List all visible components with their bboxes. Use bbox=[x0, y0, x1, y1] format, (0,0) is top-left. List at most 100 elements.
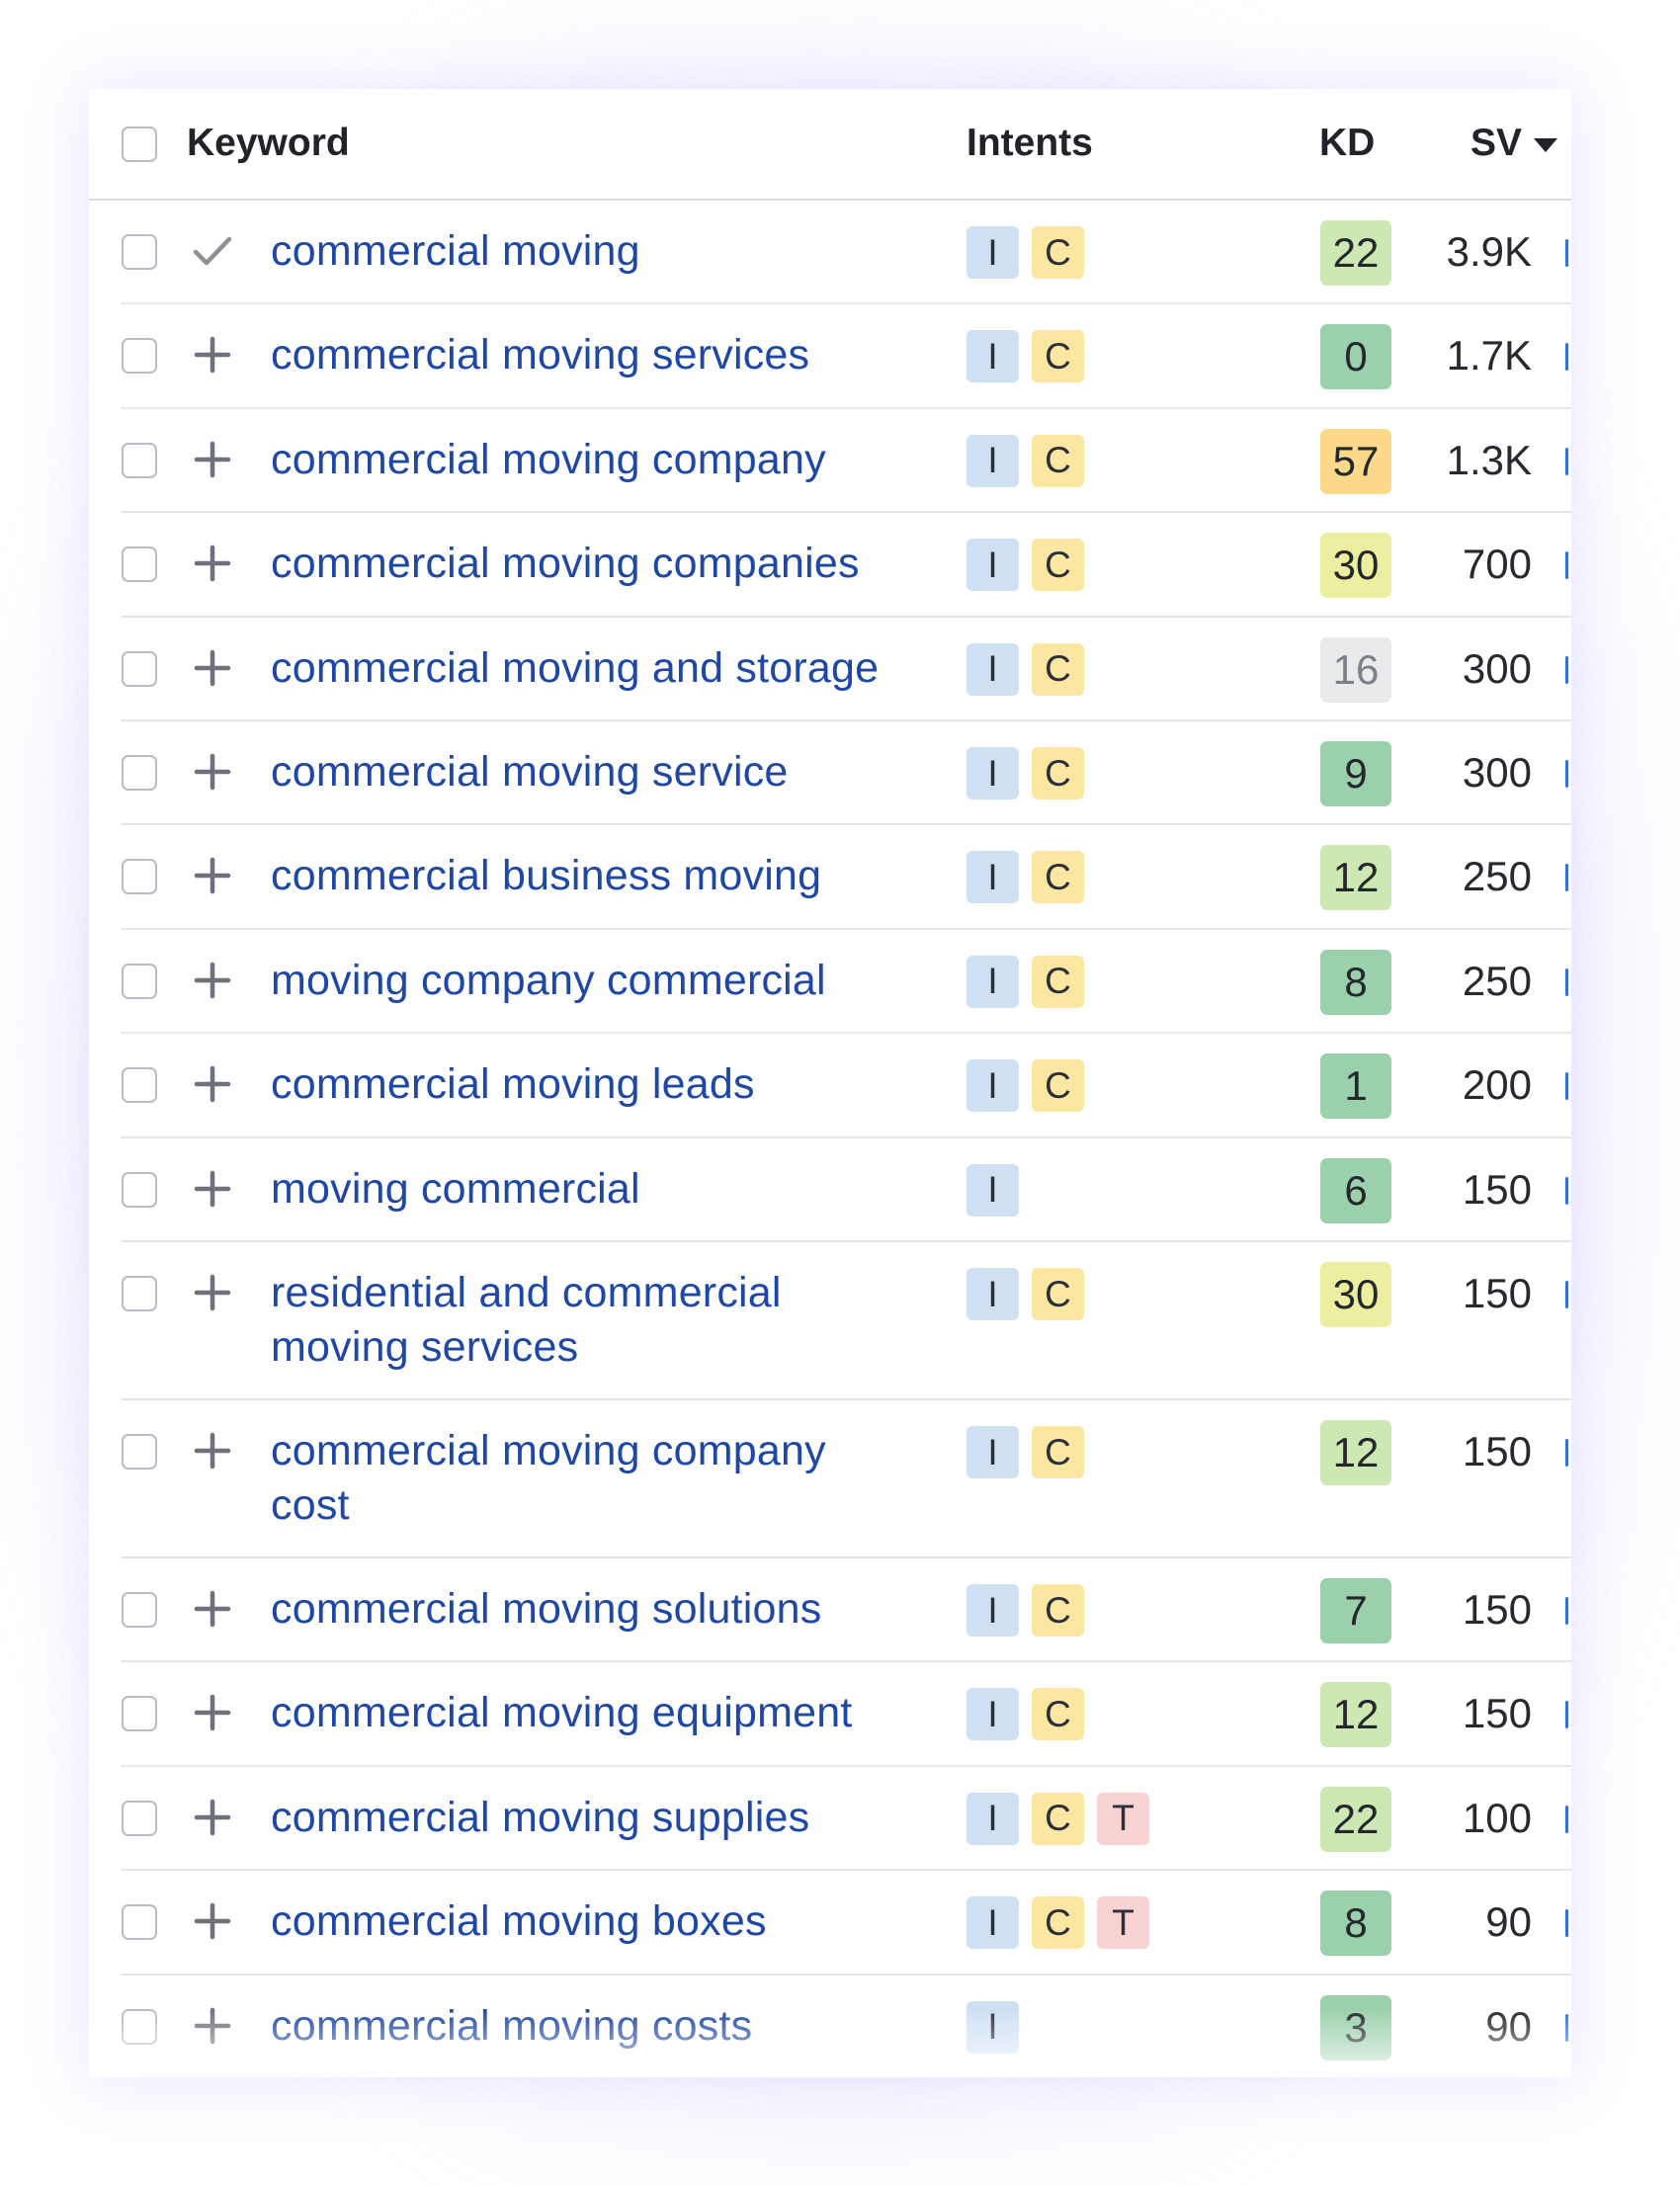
keyword-link[interactable]: commercial moving supplies bbox=[271, 1793, 810, 1841]
intent-badge-i[interactable]: I bbox=[966, 226, 1019, 279]
intent-badge-i[interactable]: I bbox=[966, 1792, 1019, 1845]
keyword-link[interactable]: commercial moving company cost bbox=[271, 1427, 826, 1529]
intent-badge-i[interactable]: I bbox=[966, 1426, 1019, 1478]
keyword-link[interactable]: commercial moving bbox=[271, 227, 640, 275]
add-plus-icon[interactable] bbox=[190, 541, 235, 586]
intent-badge-t[interactable]: T bbox=[1097, 1792, 1149, 1845]
row-checkbox[interactable] bbox=[122, 963, 157, 999]
add-plus-icon[interactable] bbox=[190, 1690, 235, 1735]
intent-badge-i[interactable]: I bbox=[966, 1059, 1019, 1113]
add-plus-icon[interactable] bbox=[190, 853, 235, 898]
intent-badge-i[interactable]: I bbox=[966, 955, 1019, 1008]
keyword-link[interactable]: commercial moving company bbox=[271, 435, 826, 483]
row-divider bbox=[121, 823, 1571, 826]
keyword-link[interactable]: commercial moving leads bbox=[271, 1060, 755, 1109]
row-checkbox[interactable] bbox=[122, 338, 157, 375]
intent-badge-t[interactable]: T bbox=[1097, 1896, 1149, 1950]
keyword-link[interactable]: moving commercial bbox=[271, 1164, 640, 1213]
intent-badge-c[interactable]: C bbox=[1032, 747, 1084, 799]
add-plus-icon[interactable] bbox=[190, 1061, 235, 1107]
row-checkbox[interactable] bbox=[122, 1171, 157, 1208]
row-checkbox[interactable] bbox=[122, 442, 157, 478]
intent-badge-c[interactable]: C bbox=[1032, 1688, 1084, 1741]
table-row: commercial moving solutions I C 7 150 bbox=[89, 1558, 1571, 1663]
keyword-link[interactable]: commercial moving and storage bbox=[271, 643, 880, 692]
row-checkbox[interactable] bbox=[122, 234, 157, 270]
intent-badge-i[interactable]: I bbox=[966, 747, 1019, 799]
add-plus-icon[interactable] bbox=[190, 958, 235, 1003]
row-checkbox[interactable] bbox=[122, 1592, 157, 1628]
trend-sparkline bbox=[1563, 1796, 1571, 1839]
intent-badge-i[interactable]: I bbox=[966, 434, 1019, 487]
add-plus-icon[interactable] bbox=[190, 332, 235, 378]
row-checkbox[interactable] bbox=[122, 859, 157, 895]
add-plus-icon[interactable] bbox=[190, 1270, 235, 1315]
intent-badge-c[interactable]: C bbox=[1032, 955, 1084, 1008]
row-checkbox[interactable] bbox=[122, 755, 157, 791]
intent-badge-c[interactable]: C bbox=[1032, 1584, 1084, 1637]
intent-badge-c[interactable]: C bbox=[1032, 434, 1084, 487]
sv-column-header[interactable]: SV bbox=[1470, 122, 1523, 164]
add-plus-icon[interactable] bbox=[190, 1795, 235, 1840]
sort-desc-icon[interactable] bbox=[1534, 138, 1557, 152]
row-checkbox[interactable] bbox=[122, 1904, 157, 1941]
intent-badge-c[interactable]: C bbox=[1032, 226, 1084, 279]
intent-badge-c[interactable]: C bbox=[1032, 851, 1084, 904]
row-checkbox[interactable] bbox=[122, 1276, 157, 1311]
intent-badge-c[interactable]: C bbox=[1032, 330, 1084, 383]
keyword-link[interactable]: commercial moving costs bbox=[271, 2001, 753, 2050]
keyword-link[interactable]: commercial moving service bbox=[271, 748, 789, 796]
intent-badge-c[interactable]: C bbox=[1032, 1896, 1084, 1950]
select-all-checkbox[interactable] bbox=[122, 126, 157, 162]
keyword-link[interactable]: commercial moving services bbox=[271, 331, 810, 379]
trend-sparkline bbox=[1563, 959, 1571, 1002]
intent-badge-i[interactable]: I bbox=[966, 642, 1019, 696]
keyword-link[interactable]: commercial moving companies bbox=[271, 540, 860, 588]
intent-badge-i[interactable]: I bbox=[966, 1688, 1019, 1741]
keyword-link[interactable]: commercial moving solutions bbox=[271, 1585, 822, 1633]
intent-badge-i[interactable]: I bbox=[966, 330, 1019, 383]
keyword-link[interactable]: moving company commercial bbox=[271, 956, 826, 1004]
add-plus-icon[interactable] bbox=[190, 2003, 235, 2049]
intent-badge-c[interactable]: C bbox=[1032, 1059, 1084, 1113]
row-checkbox[interactable] bbox=[122, 650, 157, 687]
row-checkbox[interactable] bbox=[122, 1696, 157, 1732]
add-plus-icon[interactable] bbox=[190, 1166, 235, 1212]
intent-badge-c[interactable]: C bbox=[1032, 1792, 1084, 1845]
trend-sparkline bbox=[1563, 542, 1571, 585]
add-plus-icon[interactable] bbox=[190, 1898, 235, 1944]
intent-badge-i[interactable]: I bbox=[966, 1268, 1019, 1320]
add-plus-icon[interactable] bbox=[190, 1428, 235, 1473]
intent-badge-c[interactable]: C bbox=[1032, 539, 1084, 592]
intent-badge-i[interactable]: I bbox=[966, 2000, 1019, 2054]
added-check-icon[interactable] bbox=[190, 228, 235, 274]
intent-badge-i[interactable]: I bbox=[966, 1163, 1019, 1217]
add-plus-icon[interactable] bbox=[190, 645, 235, 691]
keyword-link[interactable]: commercial moving boxes bbox=[271, 1897, 767, 1946]
row-checkbox[interactable] bbox=[122, 546, 157, 583]
intent-badge-c[interactable]: C bbox=[1032, 642, 1084, 696]
intent-badge-i[interactable]: I bbox=[966, 539, 1019, 592]
search-volume: 3.9K bbox=[1446, 228, 1532, 275]
intent-badge-c[interactable]: C bbox=[1032, 1426, 1084, 1478]
kd-column-header[interactable]: KD bbox=[1319, 122, 1376, 164]
add-plus-icon[interactable] bbox=[190, 1586, 235, 1632]
search-volume: 250 bbox=[1462, 853, 1532, 900]
intent-badge-c[interactable]: C bbox=[1032, 1268, 1084, 1320]
add-plus-icon[interactable] bbox=[190, 437, 235, 482]
row-checkbox[interactable] bbox=[122, 1434, 157, 1470]
keyword-link[interactable]: commercial moving equipment bbox=[271, 1689, 853, 1737]
trend-sparkline bbox=[1563, 750, 1571, 794]
keyword-link[interactable]: commercial business moving bbox=[271, 852, 822, 900]
intents-column-header[interactable]: Intents bbox=[966, 122, 1093, 164]
intent-badge-i[interactable]: I bbox=[966, 1896, 1019, 1950]
row-checkbox[interactable] bbox=[122, 1067, 157, 1104]
keyword-column-header[interactable]: Keyword bbox=[187, 122, 350, 164]
row-checkbox[interactable] bbox=[122, 1800, 157, 1836]
search-volume: 300 bbox=[1462, 644, 1532, 692]
row-checkbox[interactable] bbox=[122, 2008, 157, 2045]
keyword-link[interactable]: residential and commercial moving servic… bbox=[271, 1269, 782, 1371]
intent-badge-i[interactable]: I bbox=[966, 1584, 1019, 1637]
intent-badge-i[interactable]: I bbox=[966, 851, 1019, 904]
add-plus-icon[interactable] bbox=[190, 749, 235, 795]
